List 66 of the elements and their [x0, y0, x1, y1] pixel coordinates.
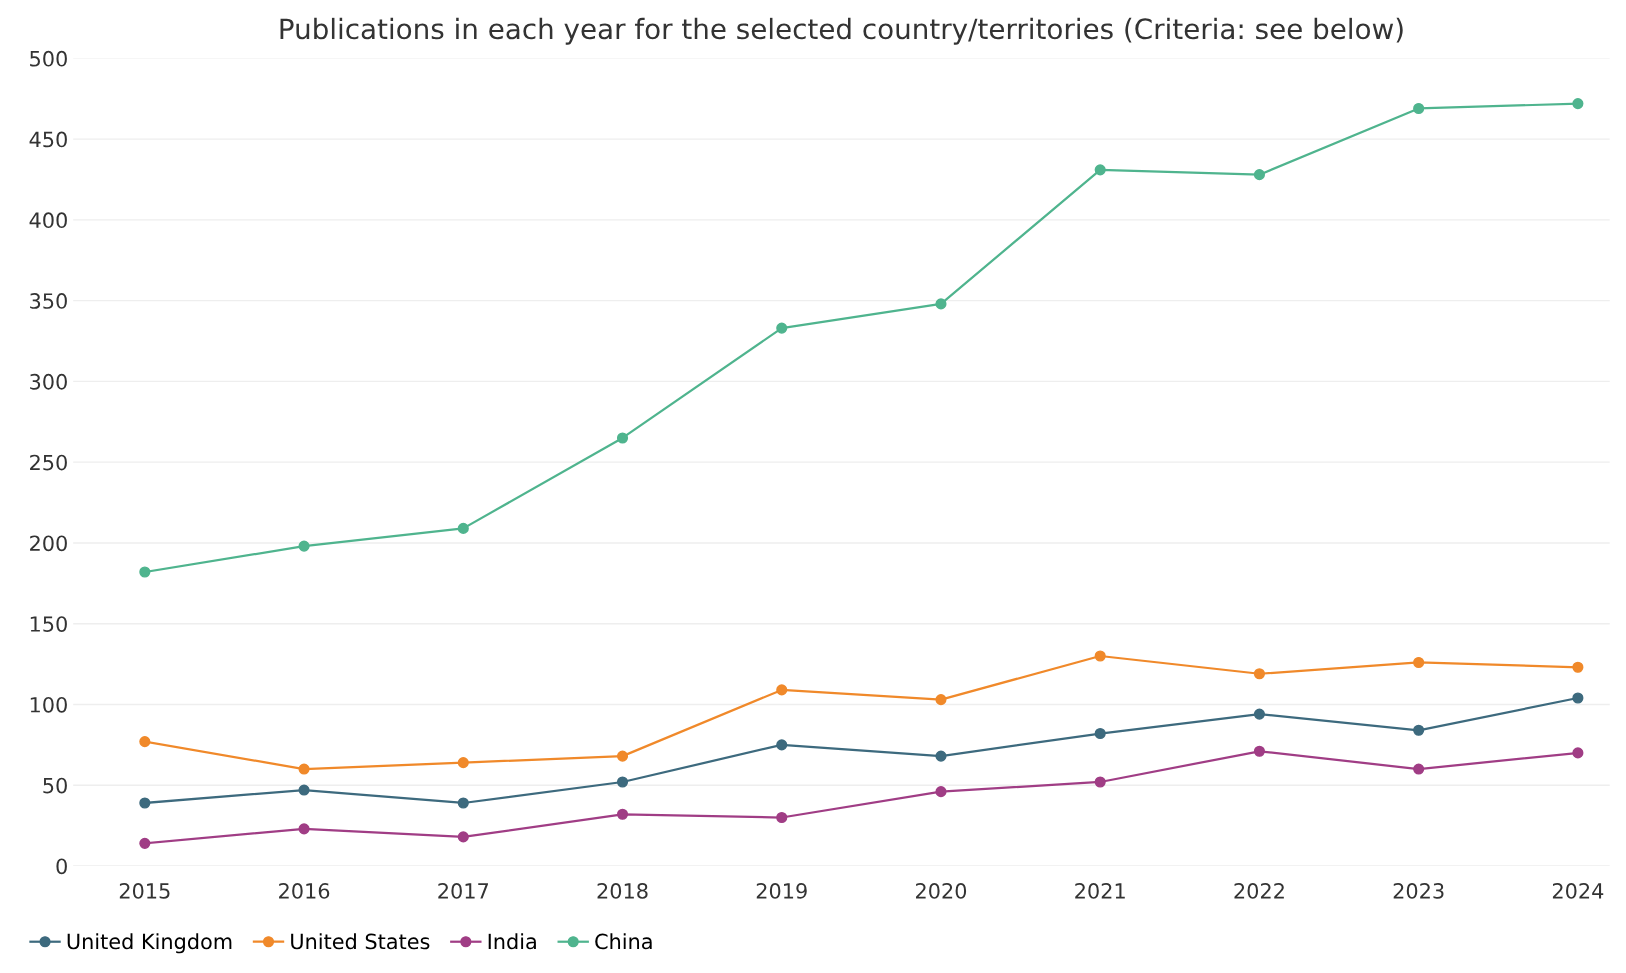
point: [139, 736, 151, 748]
point: [1253, 668, 1265, 680]
y-tick-label: 400: [29, 212, 67, 229]
chart-title: Publications in each year for the selected country/territories (Criteria: see below): [280, 17, 1403, 45]
point: [1253, 169, 1265, 181]
point: [776, 811, 788, 824]
point: [935, 694, 947, 706]
point: [1572, 692, 1584, 704]
y-tick-label: 150: [30, 616, 67, 632]
point: [616, 750, 629, 762]
x-tick-label: 2016: [279, 883, 330, 899]
y-tick-label: 300: [30, 373, 67, 390]
point: [776, 684, 788, 696]
point: [1572, 747, 1584, 759]
point: [457, 522, 469, 534]
x-tick-label: 2017: [438, 883, 489, 899]
x-tick-label: 2020: [915, 883, 967, 899]
point: [139, 797, 151, 809]
point: [776, 739, 788, 751]
point: [139, 837, 151, 849]
y-tick-label: 250: [30, 454, 67, 471]
point: [1094, 727, 1106, 740]
y-tick-label: 500: [30, 50, 67, 67]
point: [1094, 164, 1106, 176]
point: [298, 784, 310, 796]
point: [298, 823, 310, 835]
point: [457, 831, 469, 843]
point: [776, 322, 788, 334]
point: [1572, 98, 1584, 110]
x-tick-label: 2019: [756, 883, 807, 899]
point: [616, 776, 629, 788]
point: [1413, 763, 1425, 775]
x-tick-label: 2023: [1393, 883, 1444, 899]
point: [298, 540, 310, 552]
point: [457, 797, 469, 809]
point: [1253, 745, 1265, 757]
y-tick-label: 50: [43, 777, 67, 794]
legend-label: United Kingdom: [67, 933, 232, 954]
point: [1413, 724, 1425, 736]
point: [1413, 656, 1425, 669]
point: [616, 432, 629, 444]
x-tick-label: 2021: [1075, 883, 1125, 899]
point: [1413, 102, 1425, 115]
point: [1253, 708, 1265, 720]
point: [1094, 650, 1106, 662]
point: [935, 750, 947, 762]
x-tick-label: 2022: [1234, 883, 1284, 899]
point: [298, 763, 310, 775]
point: [457, 757, 469, 769]
y-tick-label: 200: [30, 535, 67, 552]
legend-label: China: [595, 933, 652, 950]
point: [1094, 776, 1106, 788]
legend-label: India: [488, 933, 536, 950]
x-tick-label: 2015: [119, 883, 170, 899]
point: [139, 566, 151, 578]
y-tick-label: 450: [29, 131, 67, 148]
y-tick-label: 0: [56, 858, 67, 875]
x-tick-label: 2018: [597, 883, 648, 899]
legend-label: United States: [291, 933, 430, 950]
y-tick-label: 100: [30, 696, 67, 713]
point: [616, 808, 629, 820]
point: [1572, 661, 1584, 673]
point: [935, 298, 947, 310]
point: [935, 786, 947, 798]
x-tick-label: 2024: [1552, 883, 1604, 899]
y-tick-label: 350: [30, 293, 67, 309]
